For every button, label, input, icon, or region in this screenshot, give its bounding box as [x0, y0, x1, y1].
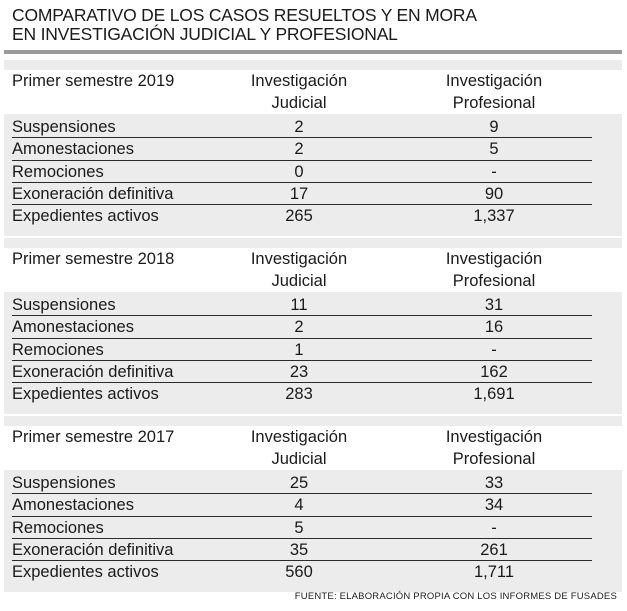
section-block: Primer semestre 2019 Investigación Judicia…: [4, 60, 622, 236]
column-header-profesional-line-2: Profesional: [452, 450, 536, 468]
row-label: Remociones: [12, 162, 104, 181]
cell-judicial: 17: [289, 184, 309, 203]
title-line-2: EN INVESTIGACIÓN JUDICIAL Y PROFESIONAL: [12, 24, 398, 44]
row-label: Expedientes activos: [12, 207, 159, 226]
row-label: Exoneración definitiva: [12, 362, 174, 381]
cell-profesional: -: [491, 340, 497, 359]
row-label: Remociones: [12, 340, 104, 359]
cell-profesional: -: [491, 518, 497, 537]
cell-judicial: 2: [294, 118, 304, 136]
cell-profesional: 162: [480, 362, 508, 381]
row-label: Suspensiones: [12, 474, 116, 492]
table-title: COMPARATIVO DE LOS CASOS RESUELTOS Y EN …: [12, 6, 612, 44]
column-header-profesional: Investigación Profesional: [419, 70, 569, 114]
cell-profesional: 1,691: [473, 385, 515, 404]
section-header-band: [4, 248, 622, 292]
cell-profesional: 16: [484, 318, 504, 337]
row-label: Remociones: [12, 518, 104, 537]
cell-judicial: 1: [294, 340, 304, 359]
column-header-judicial-line-1: Investigación: [250, 250, 348, 268]
cell-judicial: 35: [289, 540, 309, 559]
row-label: Expedientes activos: [12, 563, 159, 582]
column-header-judicial-line-1: Investigación: [250, 72, 348, 90]
row-divider: [12, 315, 592, 317]
row-label: Exoneración definitiva: [12, 184, 174, 203]
row-divider: [12, 337, 592, 339]
row-label: Exoneración definitiva: [12, 540, 174, 559]
row-divider: [12, 537, 592, 539]
row-divider: [12, 382, 592, 384]
cell-judicial: 560: [285, 563, 313, 582]
row-divider: [12, 515, 592, 517]
column-header-profesional-line-1: Investigación: [445, 428, 543, 446]
cell-profesional: -: [491, 162, 497, 181]
row-divider: [12, 159, 592, 161]
cell-judicial: 0: [294, 162, 304, 181]
cell-judicial: 25: [289, 474, 309, 492]
column-header-judicial-line-2: Judicial: [271, 94, 327, 112]
section-block: Primer semestre 2018 Investigación Judicia…: [4, 238, 622, 414]
cell-judicial: 4: [294, 496, 304, 515]
title-line-1: COMPARATIVO DE LOS CASOS RESUELTOS Y EN …: [12, 5, 477, 25]
column-header-profesional: Investigación Profesional: [419, 426, 569, 470]
column-header-profesional-line-1: Investigación: [445, 250, 543, 268]
row-divider: [12, 137, 592, 139]
column-header-judicial-line-2: Judicial: [271, 272, 327, 290]
cell-profesional: 31: [484, 296, 504, 314]
row-label: Suspensiones: [12, 118, 116, 136]
column-header-profesional-line-1: Investigación: [445, 72, 543, 90]
cell-profesional: 5: [489, 140, 499, 159]
cell-judicial: 265: [285, 207, 313, 226]
row-label: Suspensiones: [12, 296, 116, 314]
cell-judicial: 283: [285, 385, 313, 404]
section-period: Primer semestre 2017: [12, 428, 175, 446]
cell-judicial: 2: [294, 318, 304, 337]
column-header-judicial-line-2: Judicial: [271, 450, 327, 468]
cell-profesional: 33: [484, 474, 504, 492]
source-footer: FUENTE: ELABORACIÓN PROPIA CON LOS INFOR…: [294, 591, 617, 602]
row-label: Amonestaciones: [12, 318, 134, 337]
section-header-band: [4, 70, 622, 114]
row-label: Amonestaciones: [12, 496, 134, 515]
bottom-rule: [4, 586, 622, 588]
row-divider: [12, 181, 592, 183]
cell-profesional: 34: [484, 496, 504, 515]
column-header-judicial-line-1: Investigación: [250, 428, 348, 446]
cell-judicial: 11: [290, 296, 308, 314]
row-label: Expedientes activos: [12, 385, 159, 404]
section-header-band: [4, 426, 622, 470]
row-divider: [12, 359, 592, 361]
section-period: Primer semestre 2018: [12, 250, 175, 268]
cell-profesional: 1,337: [473, 207, 515, 226]
column-header-profesional: Investigación Profesional: [419, 248, 569, 292]
cell-judicial: 5: [294, 518, 304, 537]
column-header-profesional-line-2: Profesional: [452, 94, 536, 112]
cell-profesional: 261: [480, 540, 508, 559]
column-header-judicial: Investigación Judicial: [224, 248, 374, 292]
cell-judicial: 23: [289, 362, 309, 381]
title-rule: [4, 50, 622, 54]
row-label: Amonestaciones: [12, 140, 134, 159]
column-header-judicial: Investigación Judicial: [224, 70, 374, 114]
cell-profesional: 1,711: [473, 563, 515, 582]
row-divider: [12, 204, 592, 206]
cell-profesional: 90: [484, 184, 504, 203]
section-block: Primer semestre 2017 Investigación Judicia…: [4, 416, 622, 592]
column-header-judicial: Investigación Judicial: [224, 426, 374, 470]
cell-profesional: 9: [489, 118, 499, 136]
row-divider: [12, 493, 592, 495]
column-header-profesional-line-2: Profesional: [452, 272, 536, 290]
section-period: Primer semestre 2019: [12, 72, 175, 90]
row-divider: [12, 560, 592, 562]
cell-judicial: 2: [294, 140, 304, 159]
